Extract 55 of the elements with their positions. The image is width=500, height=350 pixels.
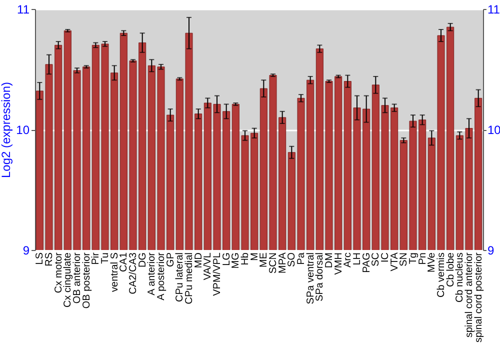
x-tick-label: SO [286, 252, 298, 267]
x-tick-label: Pir [90, 252, 102, 265]
x-tick-label: spinal cord anterior [464, 252, 475, 338]
y-tick-label: 11 [17, 2, 30, 16]
x-tick-label: MVe [426, 252, 438, 273]
x-tick-label: M [249, 252, 260, 261]
x-tick-label: A anterior [146, 252, 158, 296]
y2-tick-label: 9 [488, 244, 494, 258]
y-axis-title: Log2 (expression) [0, 82, 14, 178]
x-tick-label: VA/VL [202, 252, 214, 280]
x-tick-label: spinal cord posterior [473, 252, 484, 343]
x-tick-label: ME [258, 252, 270, 268]
x-tick-label: VMH [333, 252, 344, 275]
x-tick-label: Hb [240, 252, 251, 266]
x-tick-label: CA1 [118, 252, 130, 272]
x-tick-label: Pa [296, 252, 307, 265]
x-tick-label: OB anterior [72, 252, 83, 304]
x-tick-label: SC [370, 252, 382, 266]
x-tick-label: MD [193, 252, 204, 268]
x-tick-label: Cb vermis [436, 252, 447, 298]
x-tick-label: MG [230, 252, 242, 269]
x-tick-label: Pn [417, 252, 428, 265]
x-tick-label: SN [398, 252, 410, 266]
x-tick-label: GP [165, 252, 176, 267]
x-tick-label: Cb nucleus [454, 252, 466, 303]
x-tick-label: Cx motor [53, 252, 64, 294]
x-tick-label: LH [352, 252, 363, 266]
x-tick-label: CA2/CA3 [128, 252, 139, 294]
x-tick-label: OB posterior [81, 252, 92, 309]
x-tick-label: VTA [389, 252, 400, 272]
x-tick-label: PAG [361, 252, 372, 273]
x-tick-label: CPu lateral [174, 252, 186, 302]
x-tick-label: DG [137, 252, 148, 268]
y-tick-label: 9 [22, 244, 30, 258]
x-tick-label: MPA [277, 252, 288, 274]
x-tick-label: DM [324, 252, 335, 268]
x-tick-label: Tu [100, 252, 111, 264]
y2-tick-label: 11 [488, 2, 500, 16]
x-tick-label: ventral S [109, 252, 120, 292]
x-tick-label: RS [44, 252, 55, 266]
y2-tick-label: 10 [488, 123, 500, 137]
x-tick-label: SPa dorsal [314, 252, 326, 302]
x-tick-label: SCN [268, 252, 279, 274]
x-tick-label: Cb lobe [445, 252, 456, 287]
x-tick-label: Tg [408, 252, 419, 264]
x-tick-label: VPM/VPL [212, 252, 223, 296]
x-tick-label: Arc [342, 252, 354, 268]
x-tick-label: A posterior [156, 252, 167, 300]
x-tick-label: IC [380, 252, 391, 262]
x-tick-label: LG [221, 252, 232, 266]
x-tick-label: LS [34, 252, 46, 265]
x-tick-label: Cx cingulate [62, 252, 74, 308]
x-tick-label: CPu medial [184, 252, 195, 304]
y-tick-label: 10 [16, 123, 30, 137]
x-tick-label: SPa ventral [305, 252, 316, 304]
